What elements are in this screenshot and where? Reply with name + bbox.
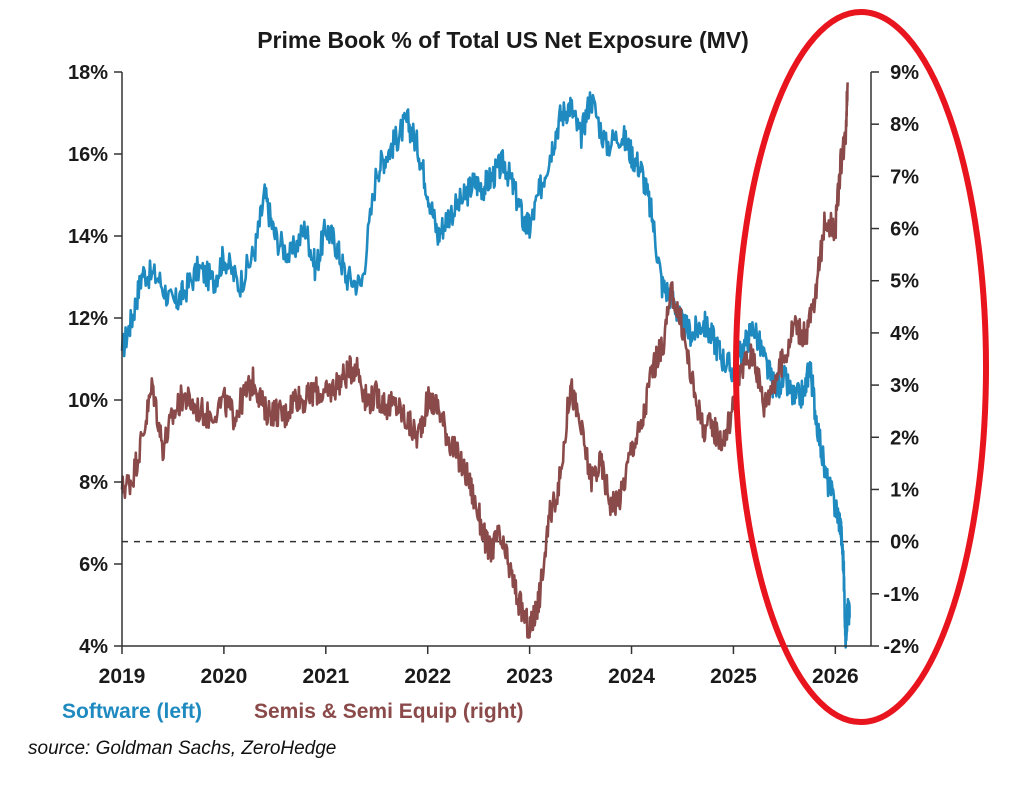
right-tick-label: 1% xyxy=(890,479,919,501)
x-tick-label: 2020 xyxy=(201,665,248,688)
left-tick-label: 14% xyxy=(68,226,108,248)
left-tick-label: 10% xyxy=(68,390,108,412)
right-tick-label: 7% xyxy=(890,166,919,188)
chart-title: Prime Book % of Total US Net Exposure (M… xyxy=(257,27,749,53)
left-tick-label: 12% xyxy=(68,308,108,330)
x-tick-label: 2026 xyxy=(812,665,859,688)
right-tick-label: -1% xyxy=(883,584,919,606)
right-tick-label: 6% xyxy=(890,219,919,241)
left-tick-label: 6% xyxy=(79,554,108,576)
x-tick-label: 2024 xyxy=(608,665,655,688)
semis-series-line xyxy=(120,82,849,639)
right-tick-label: 8% xyxy=(890,114,919,136)
legend-semis: Semis & Semi Equip (right) xyxy=(254,700,524,723)
right-tick-label: 5% xyxy=(890,271,919,293)
red-annotation-ellipse xyxy=(733,9,989,725)
right-tick-label: 4% xyxy=(890,323,919,345)
x-tick-label: 2019 xyxy=(99,665,146,688)
right-tick-label: 9% xyxy=(890,62,919,84)
legend: Software (left) Semis & Semi Equip (righ… xyxy=(62,700,524,723)
axis-layer: 4% 6% 8% 10% 12% 14% 16% 18% -2% -1% 0% 1% 2% 3% 4% 5% 6… xyxy=(68,62,919,688)
left-tick-label: 4% xyxy=(79,636,108,658)
source-caption: source: Goldman Sachs, ZeroHedge xyxy=(28,738,337,759)
right-tick-label: -2% xyxy=(883,636,919,658)
series-layer xyxy=(120,82,851,649)
right-tick-label: 3% xyxy=(890,375,919,397)
x-tick-label: 2022 xyxy=(404,665,451,688)
software-series-line xyxy=(120,91,851,649)
right-tick-label: 2% xyxy=(890,427,919,449)
legend-software: Software (left) xyxy=(62,700,202,723)
x-tick-label: 2025 xyxy=(710,665,757,688)
left-tick-label: 8% xyxy=(79,472,108,494)
left-tick-label: 16% xyxy=(68,144,108,166)
x-tick-label: 2023 xyxy=(506,665,553,688)
left-tick-label: 18% xyxy=(68,62,108,84)
x-tick-label: 2021 xyxy=(302,665,349,688)
right-tick-label: 0% xyxy=(890,532,919,554)
